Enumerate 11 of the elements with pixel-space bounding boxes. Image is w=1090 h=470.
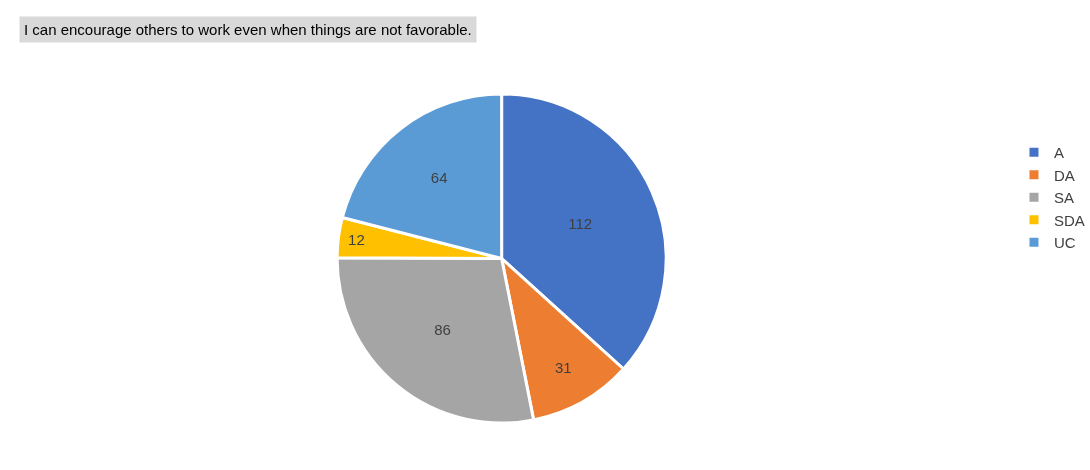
data-label: 64 — [430, 169, 448, 187]
chart-title: I can encourage others to work even when things are not favorable. — [24, 21, 472, 38]
legend-label: SA — [1053, 189, 1074, 206]
data-label: 112 — [568, 215, 593, 233]
legend-label: SDA — [1053, 211, 1085, 229]
data-label: 12 — [348, 231, 365, 249]
legend-label: UC — [1053, 234, 1076, 251]
legend-label: A — [1053, 144, 1064, 161]
legend-label: DA — [1053, 166, 1075, 184]
data-label: 86 — [434, 321, 451, 339]
data-label: 31 — [554, 358, 572, 376]
